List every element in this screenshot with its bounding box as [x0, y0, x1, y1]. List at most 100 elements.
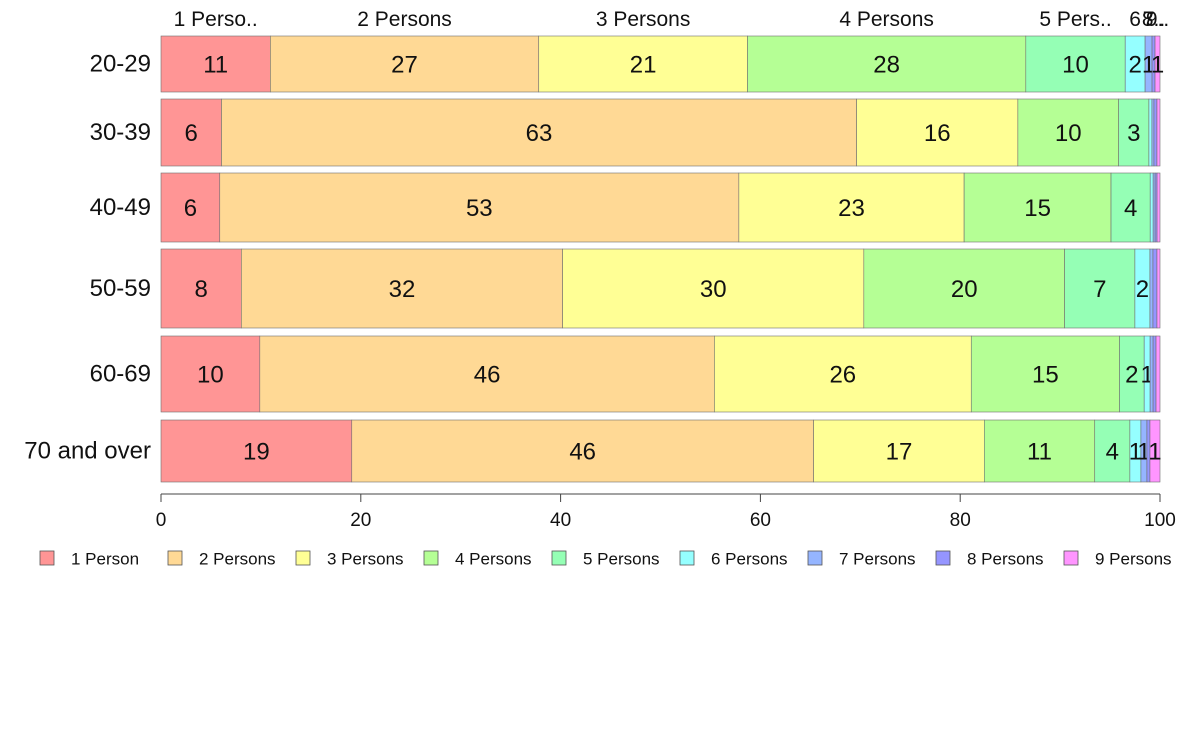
bar-segment: [1149, 335, 1154, 413]
bar-row: 10 46 26 15 2 1: [160, 335, 1161, 413]
data-label: 11: [1027, 439, 1052, 466]
data-label: 4: [1124, 195, 1137, 222]
bar-segment: [738, 172, 965, 243]
category-label: 50-59: [90, 275, 151, 302]
bar-segment: [863, 248, 1065, 329]
bar-segment: [538, 35, 748, 93]
bar-segment: [1152, 335, 1157, 413]
bar-segment: [983, 419, 1096, 483]
legend-label: 7 Persons: [839, 550, 916, 569]
bar-segment: [1154, 35, 1161, 93]
data-label: 6: [185, 120, 198, 147]
legend-item: 5 Persons: [551, 550, 660, 569]
x-tick-label: 40: [550, 510, 571, 531]
bar-segment: [856, 98, 1019, 167]
data-label: 17: [886, 439, 913, 466]
bar-segment: [160, 419, 353, 483]
category-label: 70 and over: [24, 438, 151, 465]
data-label: 30: [700, 276, 727, 303]
data-label: 10: [1062, 52, 1089, 79]
data-label: 1: [1129, 439, 1142, 466]
bar-segment: [219, 172, 740, 243]
bar-segment: [1156, 98, 1161, 167]
data-label: 46: [474, 362, 501, 389]
bar-segment: [1149, 172, 1154, 243]
x-tick-label: 20: [350, 510, 371, 531]
series-top-label: 4 Persons: [839, 8, 934, 31]
bar-segment: [747, 35, 1027, 93]
bar-segment: [259, 335, 715, 413]
data-label: 20: [951, 276, 978, 303]
legend-label: 1 Person: [71, 550, 139, 569]
data-label: 53: [466, 195, 493, 222]
data-label: 10: [197, 362, 224, 389]
bar-segment: [1119, 335, 1145, 413]
legend: 1 Person 2 Persons 3 Persons 4 Persons 5 Per…: [39, 550, 1172, 569]
bar-segment: [1155, 335, 1161, 413]
data-label: 46: [569, 439, 596, 466]
series-top-label: 3 Persons: [596, 8, 691, 31]
series-top-label: 1 Perso..: [174, 8, 258, 31]
legend-swatch: [39, 550, 55, 566]
bar-segment: [562, 248, 865, 329]
bar-segment: [1151, 98, 1155, 167]
data-label: 8: [194, 276, 207, 303]
bar-segment: [351, 419, 814, 483]
data-label: 2: [1125, 362, 1138, 389]
data-label: 3: [1127, 120, 1140, 147]
legend-item: 3 Persons: [295, 550, 404, 569]
bar-segment: [221, 98, 857, 167]
bar-segment: [1149, 419, 1161, 483]
legend-swatch: [295, 550, 311, 566]
legend-label: 5 Persons: [583, 550, 660, 569]
data-label: 28: [873, 52, 900, 79]
data-label: 4: [1106, 439, 1119, 466]
category-label: 40-49: [90, 194, 151, 221]
data-label: 10: [1055, 120, 1082, 147]
legend-label: 3 Persons: [327, 550, 404, 569]
legend-item: 4 Persons: [423, 550, 532, 569]
series-top-labels: 1 Perso.. 2 Persons 3 Persons 4 Persons 5 Pe…: [174, 8, 1170, 31]
bar-segment: [160, 335, 261, 413]
bar-segment: [1110, 172, 1151, 243]
bar-segment: [970, 335, 1120, 413]
data-label: 26: [829, 362, 856, 389]
bar-segment: [160, 98, 222, 167]
legend-swatch: [551, 550, 567, 566]
legend-item: 2 Persons: [167, 550, 276, 569]
bar-segment: [1148, 98, 1153, 167]
legend-item: 1 Person: [39, 550, 139, 569]
data-label: 32: [389, 276, 416, 303]
category-label: 30-39: [90, 119, 151, 146]
legend-swatch: [807, 550, 823, 566]
data-label: 15: [1032, 362, 1059, 389]
bar-segment: [1149, 248, 1154, 329]
bar-row: 6 63 16 10 3: [160, 98, 1161, 167]
bar-segment: [1152, 248, 1158, 329]
data-label: 63: [526, 120, 553, 147]
bar-segment: [160, 35, 271, 93]
legend-swatch: [423, 550, 439, 566]
data-label: 16: [924, 120, 951, 147]
legend-label: 8 Persons: [967, 550, 1044, 569]
x-tick-label: 80: [950, 510, 971, 531]
bar-segment: [1094, 419, 1131, 483]
legend-item: 6 Persons: [679, 550, 788, 569]
bar-row: 8 32 30 20 7 2: [160, 248, 1161, 329]
data-label: 2: [1128, 52, 1141, 79]
bar-segment: [1156, 172, 1161, 243]
data-label: 23: [838, 195, 865, 222]
category-labels: 20-29 30-39 40-49 50-59 60-69 70 and over: [24, 51, 151, 465]
legend-item: 8 Persons: [935, 550, 1044, 569]
bar-rows: 11 27 21 28 10 2 116 63 16 10 36 53 23 15 48 32 30 20 7 210…: [160, 35, 1164, 483]
x-tick-label: 60: [750, 510, 771, 531]
bar-row: 6 53 23 15 4: [160, 172, 1161, 243]
bar-row: 19 46 17 11 4 111: [160, 419, 1162, 483]
series-top-label: 7: [1143, 8, 1155, 31]
bar-segment: [813, 419, 985, 483]
bar-segment: [714, 335, 972, 413]
data-label: 1: [1151, 52, 1164, 79]
data-label: 2: [1136, 276, 1149, 303]
bar-segment: [241, 248, 563, 329]
